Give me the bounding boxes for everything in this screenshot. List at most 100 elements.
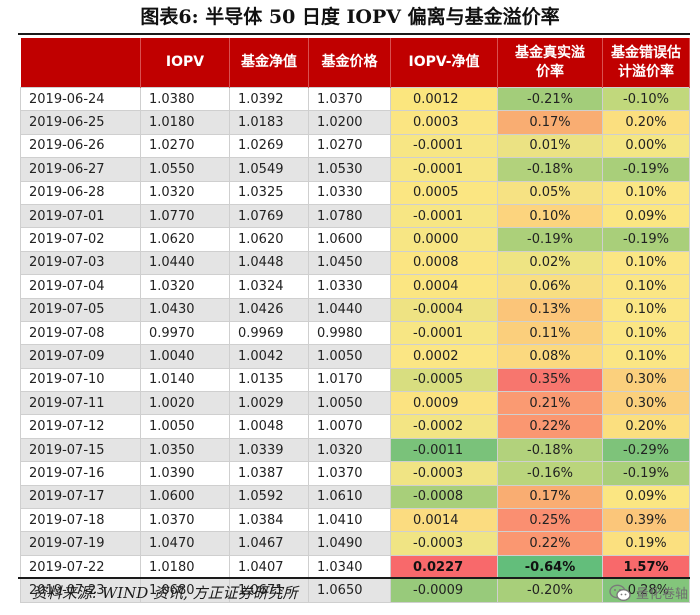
nav-cell: 1.0392 <box>229 86 309 112</box>
table-row: 2019-06-26 1.0270 1.0269 1.0270 -0.0001 0.01%… <box>20 133 690 159</box>
column-header: IOPV <box>140 38 230 88</box>
watermark: 量化卷轴 <box>609 583 688 602</box>
nav-cell: 1.0339 <box>229 437 309 463</box>
table-row: 2019-06-27 1.0550 1.0549 1.0530 -0.0001 -0.18… <box>20 157 690 182</box>
nav-cell: 1.0426 <box>229 297 309 322</box>
iopv-cell: 0.9970 <box>140 320 230 346</box>
err_prem-cell: -0.19% <box>602 227 690 252</box>
date-cell: 2019-06-26 <box>20 133 141 159</box>
true_prem-cell: 0.08% <box>497 344 603 369</box>
nav-cell: 1.0592 <box>229 484 309 510</box>
nav-cell: 1.0183 <box>229 110 309 135</box>
true_prem-cell: 0.06% <box>497 274 603 299</box>
price-cell: 1.0780 <box>308 203 391 229</box>
date-cell: 2019-07-08 <box>20 320 141 346</box>
iopv-cell: 1.0180 <box>140 110 230 135</box>
iopv-cell: 1.0380 <box>140 86 230 112</box>
price-cell: 1.0450 <box>308 250 391 276</box>
dev-cell: 0.0008 <box>390 250 498 276</box>
err_prem-cell: 0.00% <box>602 133 690 159</box>
nav-cell: 1.0042 <box>229 344 309 369</box>
true_prem-cell: 0.25% <box>497 508 603 533</box>
price-cell: 1.0330 <box>308 180 391 205</box>
err_prem-cell: 0.09% <box>602 484 690 510</box>
date-cell: 2019-07-10 <box>20 367 141 393</box>
err_prem-cell: 0.09% <box>602 203 690 229</box>
iopv-cell: 1.0020 <box>140 391 230 416</box>
table-row: 2019-07-17 1.0600 1.0592 1.0610 -0.0008 0.17%… <box>20 484 690 510</box>
dev-cell: 0.0005 <box>390 180 498 205</box>
dev-cell: 0.0009 <box>390 391 498 416</box>
err_prem-cell: 0.39% <box>602 508 690 533</box>
dev-cell: -0.0002 <box>390 414 498 439</box>
date-cell: 2019-07-19 <box>20 531 141 556</box>
nav-cell: 1.0384 <box>229 508 309 533</box>
true_prem-cell: 0.11% <box>497 320 603 346</box>
price-cell: 1.0440 <box>308 297 391 322</box>
nav-cell: 1.0620 <box>229 227 309 252</box>
watermark-text: 量化卷轴 <box>635 587 688 602</box>
table-row: 2019-07-18 1.0370 1.0384 1.0410 0.0014 0.25% 0… <box>20 508 690 533</box>
err_prem-cell: 0.10% <box>602 297 690 322</box>
date-cell: 2019-07-01 <box>20 203 141 229</box>
date-cell: 2019-07-23 <box>20 578 141 603</box>
true_prem-cell: 0.17% <box>497 484 603 510</box>
table-row: 2019-07-03 1.0440 1.0448 1.0450 0.0008 0.02% 0… <box>20 250 690 276</box>
table-row: 2019-07-08 0.9970 0.9969 0.9980 -0.0001 0.11%… <box>20 320 690 346</box>
date-cell: 2019-07-05 <box>20 297 141 322</box>
wechat-icon <box>609 584 631 601</box>
true_prem-cell: -0.21% <box>497 86 603 112</box>
column-header-line: 基金净值 <box>241 54 297 70</box>
true_prem-cell: -0.64% <box>497 554 603 580</box>
dev-cell: -0.0011 <box>390 437 498 463</box>
err_prem-cell: -0.19% <box>602 157 690 182</box>
table-header-row: IOPV 基金净值 基金价格 IOPV-净值 基金真实溢 价率 基金错误估 计溢价率 <box>20 38 690 88</box>
true_prem-cell: 0.22% <box>497 531 603 556</box>
price-cell: 1.0370 <box>308 86 391 112</box>
true_prem-cell: -0.19% <box>497 227 603 252</box>
nav-cell: 1.0407 <box>229 554 309 580</box>
dev-cell: -0.0001 <box>390 203 498 229</box>
iopv-table: IOPV 基金净值 基金价格 IOPV-净值 基金真实溢 价率 基金错误估 计溢价率 2019… <box>20 38 690 603</box>
dev-cell: -0.0008 <box>390 484 498 510</box>
table-row: 2019-07-05 1.0430 1.0426 1.0440 -0.0004 0.13%… <box>20 297 690 322</box>
iopv-cell: 1.0470 <box>140 531 230 556</box>
column-header: 基金真实溢 价率 <box>497 38 603 88</box>
err_prem-cell: 1.57% <box>602 554 690 580</box>
err_prem-cell: 0.30% <box>602 367 690 393</box>
dev-cell: -0.0005 <box>390 367 498 393</box>
table-row: 2019-06-24 1.0380 1.0392 1.0370 0.0012 -0.21%… <box>20 86 690 112</box>
err_prem-cell: 0.19% <box>602 531 690 556</box>
price-cell: 1.0410 <box>308 508 391 533</box>
table-row: 2019-07-23 1.0680 1.0671 1.0650 -0.0009 -0.20… <box>20 578 690 603</box>
table-row: 2019-07-09 1.0040 1.0042 1.0050 0.0002 0.08% 0… <box>20 344 690 369</box>
title-divider <box>18 33 690 35</box>
column-header-line: 价率 <box>536 63 564 80</box>
table-row: 2019-07-12 1.0050 1.0048 1.0070 -0.0002 0.22%… <box>20 414 690 439</box>
nav-cell: 1.0448 <box>229 250 309 276</box>
iopv-cell: 1.0050 <box>140 414 230 439</box>
iopv-cell: 1.0770 <box>140 203 230 229</box>
nav-cell: 1.0048 <box>229 414 309 439</box>
err_prem-cell: 0.30% <box>602 391 690 416</box>
true_prem-cell: 0.05% <box>497 180 603 205</box>
nav-cell: 1.0135 <box>229 367 309 393</box>
iopv-cell: 1.0620 <box>140 227 230 252</box>
iopv-cell: 1.0180 <box>140 554 230 580</box>
column-header: 基金错误估 计溢价率 <box>602 38 690 88</box>
iopv-cell: 1.0320 <box>140 180 230 205</box>
column-header-line: IOPV-净值 <box>408 54 480 70</box>
true_prem-cell: -0.16% <box>497 461 603 486</box>
iopv-cell: 1.0430 <box>140 297 230 322</box>
date-cell: 2019-06-28 <box>20 180 141 205</box>
date-cell: 2019-07-12 <box>20 414 141 439</box>
table-row: 2019-07-04 1.0320 1.0324 1.0330 0.0004 0.06% 0… <box>20 274 690 299</box>
iopv-cell: 1.0320 <box>140 274 230 299</box>
dev-cell: -0.0004 <box>390 297 498 322</box>
column-header: 基金价格 <box>308 38 391 88</box>
date-cell: 2019-07-03 <box>20 250 141 276</box>
column-header-line: 基金真实溢 <box>515 44 585 61</box>
price-cell: 1.0600 <box>308 227 391 252</box>
source-note: 资料来源: WIND 资讯, 方正证券研究所 <box>32 584 298 602</box>
price-cell: 1.0050 <box>308 391 391 416</box>
